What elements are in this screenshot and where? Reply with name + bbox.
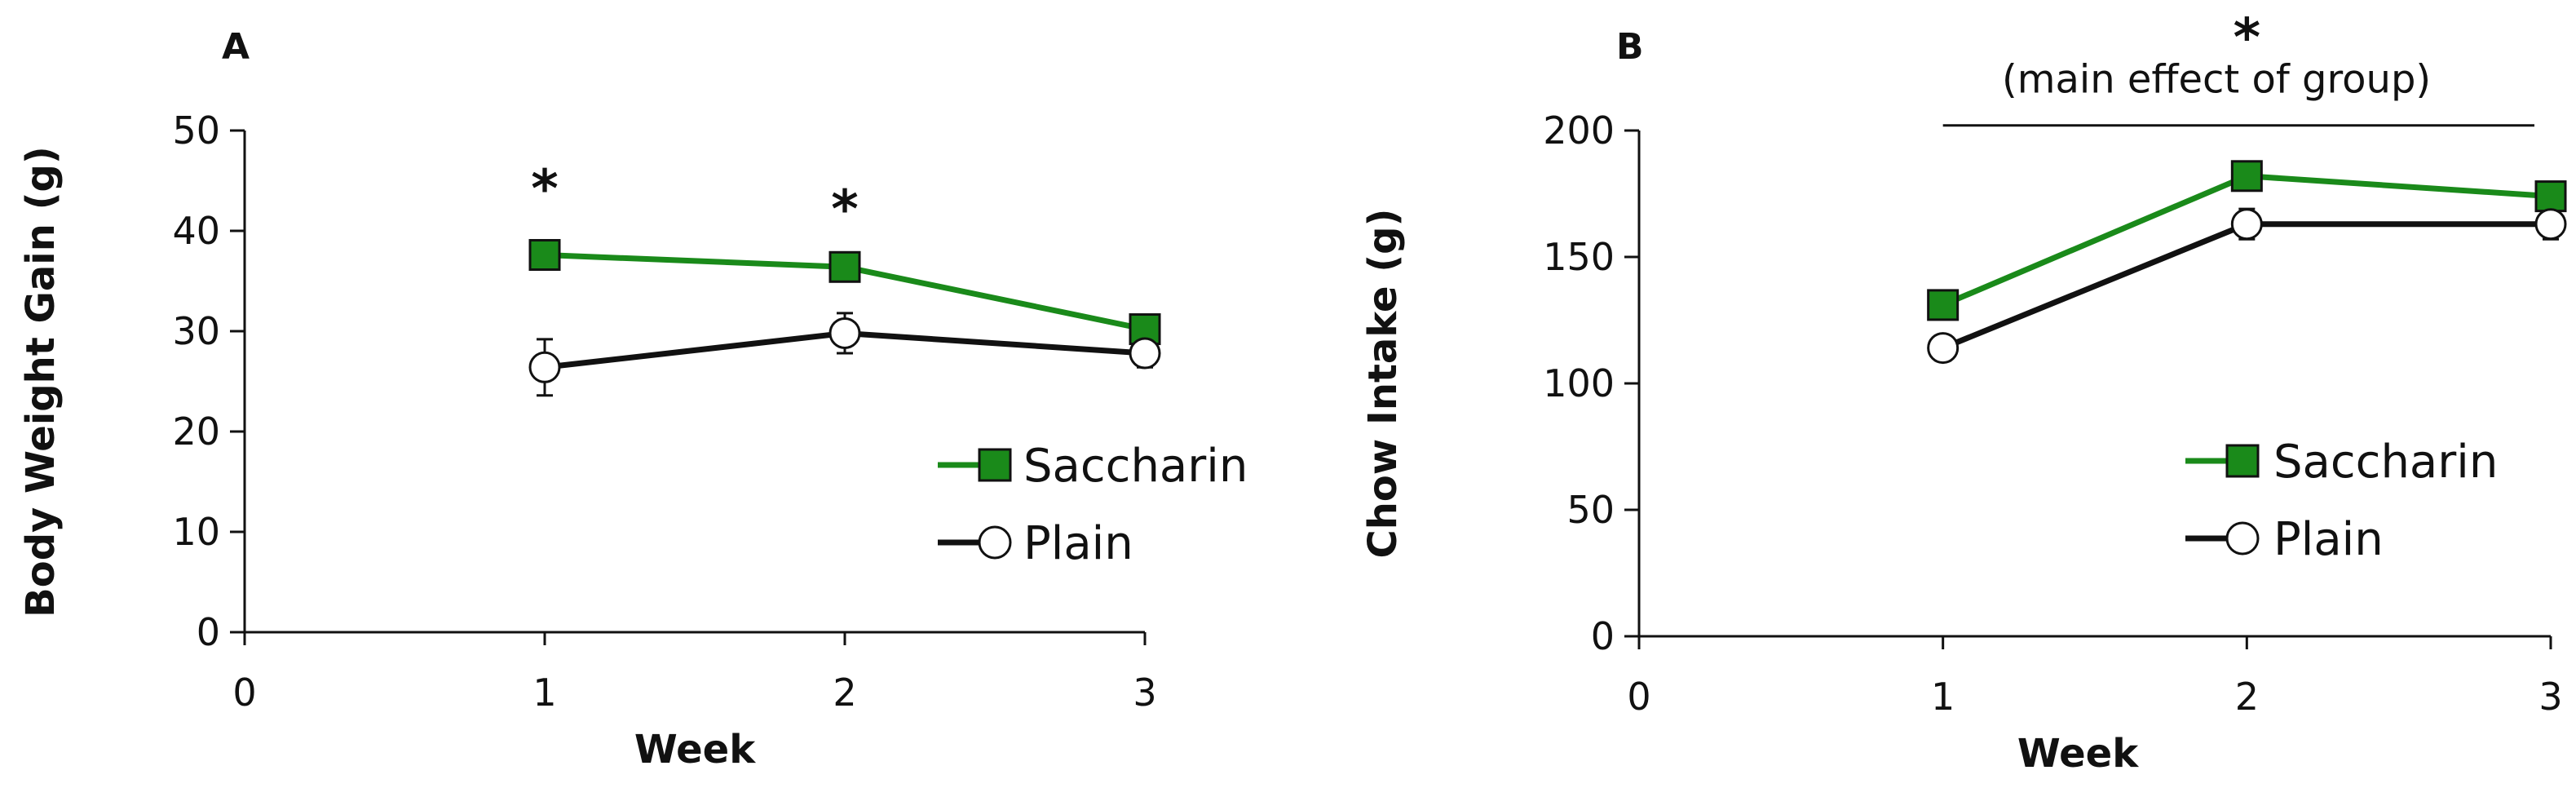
y-tick-label: 10	[172, 510, 220, 554]
y-tick-label: 50	[1566, 488, 1615, 532]
series-a	[528, 239, 1161, 397]
x-ticks-a: 0 1 2 3	[232, 632, 1157, 715]
y-tick-label: 100	[1543, 361, 1615, 405]
y-ticks-b: 0 50 100 150 200	[1543, 108, 1639, 658]
legend-label-saccharin: Saccharin	[2273, 436, 2498, 489]
x-tick-label: 1	[1931, 675, 1955, 719]
annotation-text: (main effect of group)	[2002, 57, 2431, 103]
data-point-plain	[2230, 208, 2263, 241]
y-tick-label: 0	[1591, 614, 1615, 658]
legend-a: Saccharin Plain	[938, 440, 1248, 570]
y-ticks-a: 0 10 20 30 40 50	[172, 108, 245, 654]
series-line-saccharin	[1942, 173, 2552, 308]
series-line-plain	[1942, 221, 2551, 351]
x-axis-title-a: Week	[634, 727, 756, 773]
annotations-a: * *	[531, 160, 858, 241]
data-point-saccharin	[2230, 160, 2263, 193]
x-tick-label: 2	[2235, 675, 2259, 719]
legend-label-saccharin: Saccharin	[1023, 440, 1248, 493]
legend-label-plain: Plain	[2273, 513, 2384, 566]
legend-marker-plain	[2225, 521, 2260, 556]
x-tick-label: 0	[232, 671, 256, 715]
panel-b: B 0 50 100 150 200 0 1 2 3 Chow Intake (g) Week…	[1360, 8, 2567, 777]
data-point-plain	[1129, 337, 1161, 370]
y-axis-title-b: Chow Intake (g)	[1360, 209, 1406, 559]
data-point-saccharin	[528, 239, 561, 272]
significance-star: *	[531, 160, 558, 220]
y-tick-label: 0	[197, 610, 220, 654]
legend-marker-plain	[978, 525, 1012, 560]
y-tick-label: 30	[172, 309, 220, 353]
data-point-plain	[1927, 332, 1960, 365]
legend-label-plain: Plain	[1023, 517, 1133, 570]
x-tick-label: 3	[2538, 675, 2562, 719]
y-tick-label: 40	[172, 209, 220, 253]
y-tick-label: 50	[172, 108, 220, 153]
legend-marker-saccharin	[978, 448, 1012, 482]
y-tick-label: 150	[1543, 235, 1615, 279]
data-point-saccharin	[1927, 289, 1960, 321]
x-tick-label: 2	[833, 671, 856, 715]
annotations-b: *(main effect of group)	[1942, 8, 2534, 127]
x-ticks-b: 0 1 2 3	[1627, 636, 2563, 719]
panel-letter-a: A	[222, 26, 250, 68]
x-tick-label: 0	[1627, 675, 1650, 719]
data-point-saccharin	[2534, 180, 2567, 213]
legend-marker-saccharin	[2225, 444, 2260, 478]
significance-star: *	[831, 179, 858, 240]
y-axis-title-a: Body Weight Gain (g)	[18, 146, 64, 618]
significance-star: *	[2234, 8, 2260, 69]
panel-letter-b: B	[1616, 26, 1644, 68]
x-tick-label: 3	[1133, 671, 1156, 715]
data-point-plain	[528, 351, 561, 383]
y-tick-label: 200	[1543, 108, 1615, 153]
series-b	[1927, 160, 2567, 365]
data-point-plain	[2534, 208, 2567, 241]
x-axis-title-b: Week	[2017, 731, 2139, 777]
data-point-saccharin	[828, 250, 861, 283]
x-tick-label: 1	[532, 671, 556, 715]
legend-b: Saccharin Plain	[2185, 436, 2498, 566]
data-point-plain	[828, 317, 861, 349]
y-tick-label: 20	[172, 409, 220, 454]
